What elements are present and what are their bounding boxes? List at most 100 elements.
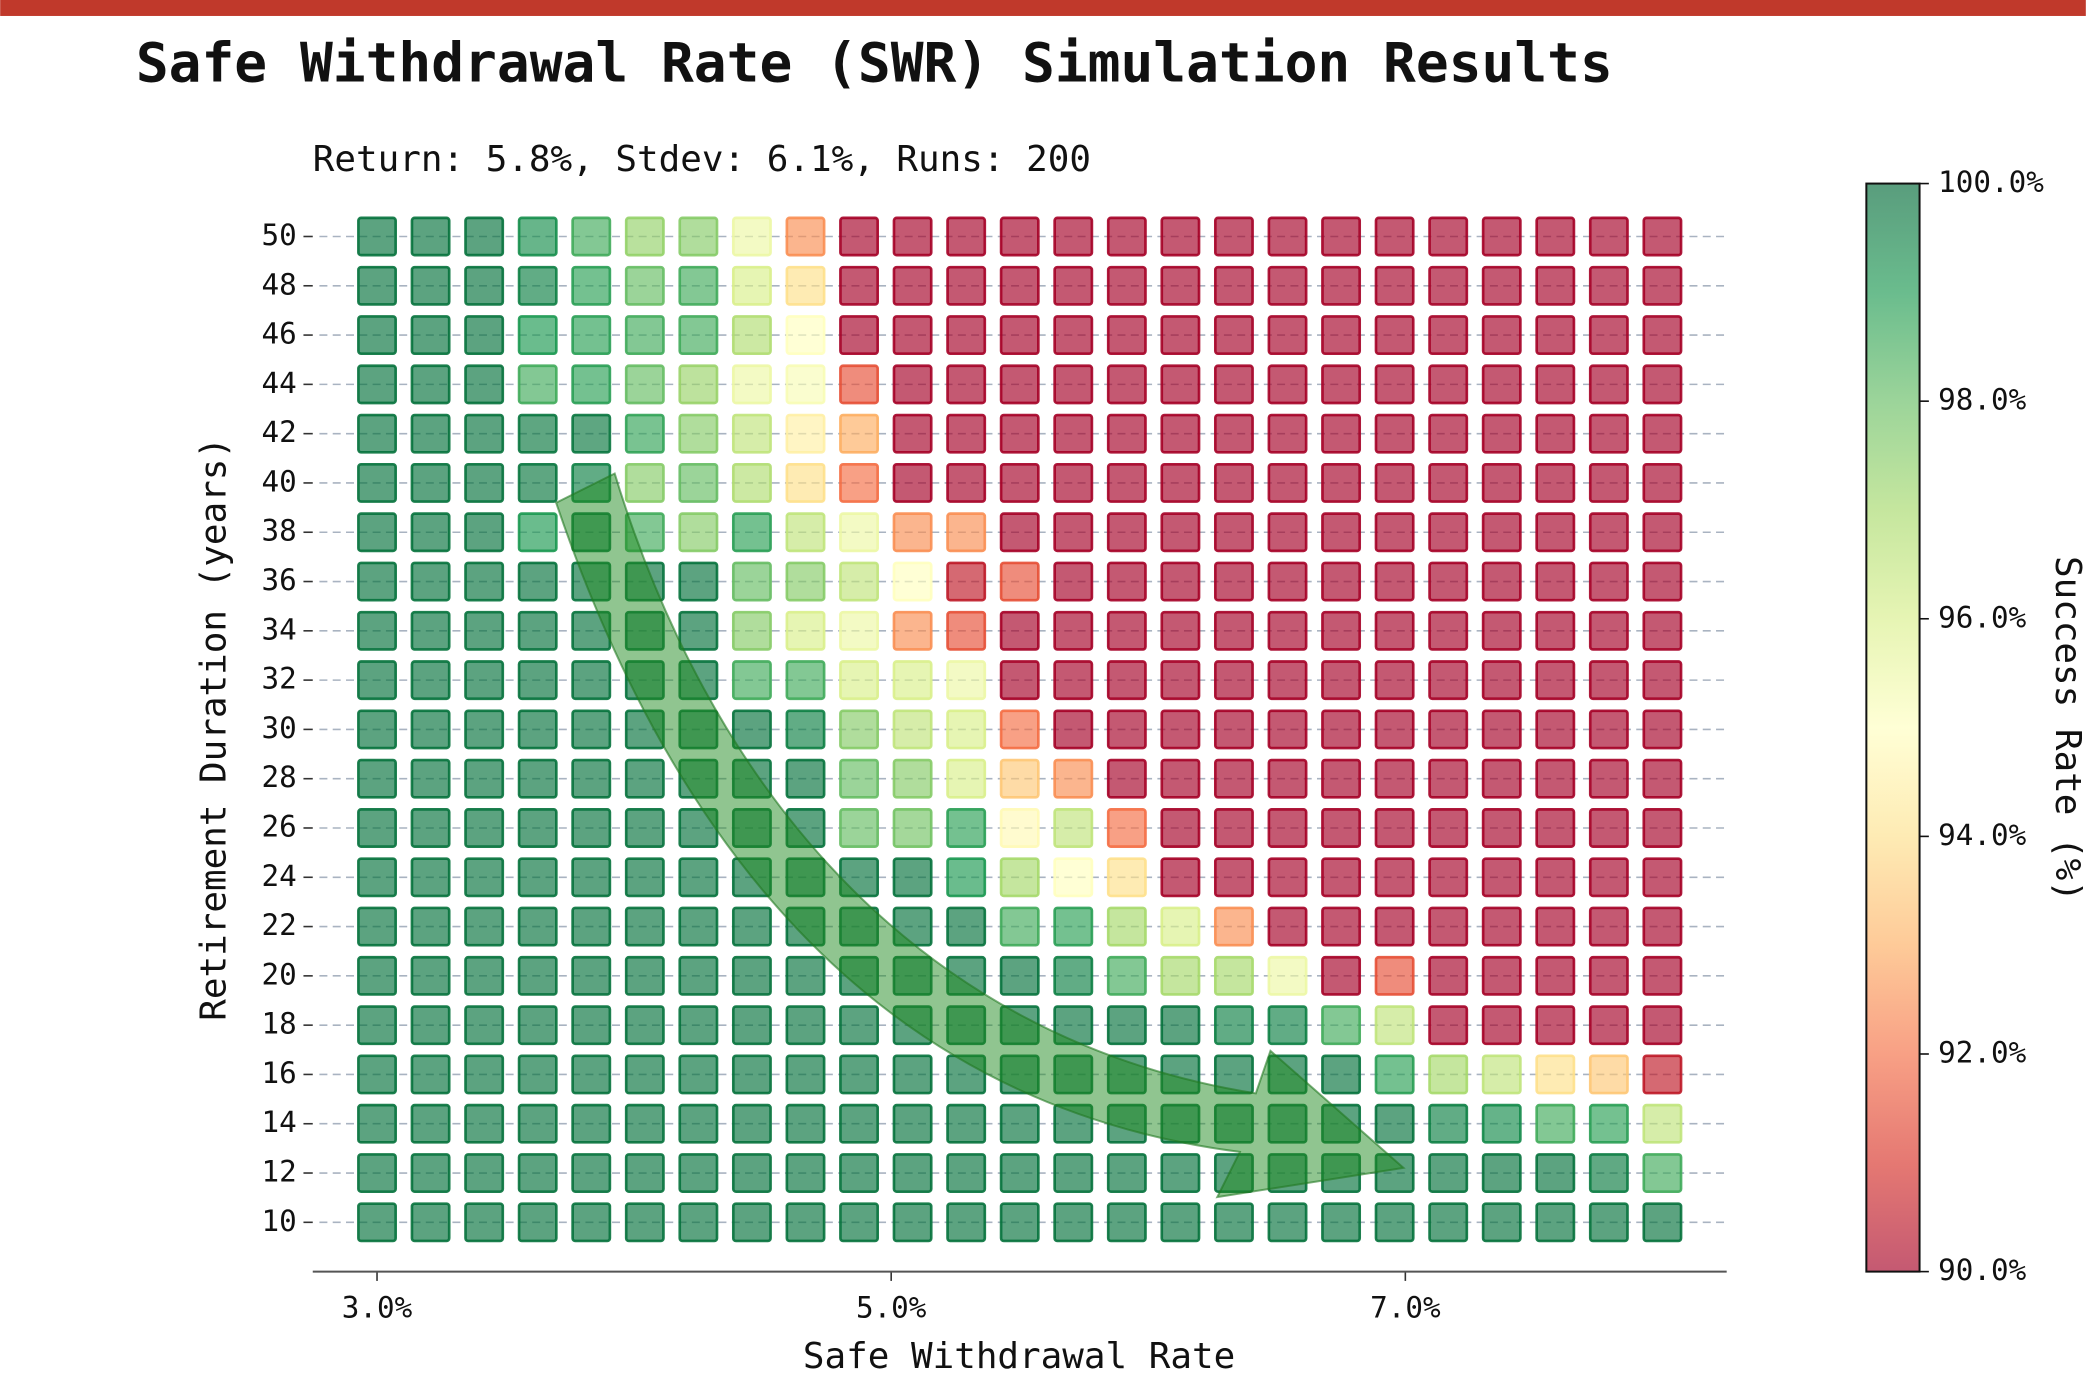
heatmap-cell [1213, 955, 1254, 996]
heatmap-cell [1160, 808, 1201, 848]
heatmap-cell [571, 955, 612, 996]
heatmap-cell [1160, 364, 1201, 405]
heatmap-cell [571, 1103, 612, 1144]
heatmap-cell [571, 1202, 612, 1243]
heatmap-cell [839, 709, 880, 750]
heatmap-cell [1160, 709, 1201, 750]
heatmap-cell [999, 758, 1040, 799]
heatmap-cell [1213, 462, 1254, 503]
heatmap-cell [1588, 660, 1629, 701]
heatmap-cell [839, 1005, 880, 1046]
heatmap-cell [678, 561, 719, 602]
heatmap-cell [571, 758, 612, 799]
heatmap-cell [785, 265, 826, 306]
heatmap-cell [1535, 610, 1576, 651]
heatmap-cell [410, 610, 451, 651]
heatmap-cell [1267, 413, 1308, 454]
heatmap-cell [410, 413, 451, 454]
heatmap-cell [839, 1153, 880, 1193]
heatmap-cell [1160, 610, 1201, 651]
heatmap-cell [1053, 758, 1094, 799]
heatmap-cell [517, 364, 558, 405]
y-tick-label: 10 [262, 1204, 297, 1238]
heatmap-cell [892, 561, 933, 602]
trend-arrow [554, 472, 1406, 1199]
heatmap-cell [1535, 413, 1576, 454]
heatmap-cell [999, 413, 1040, 454]
heatmap-cell [731, 413, 772, 454]
heatmap-cell [731, 1054, 772, 1095]
heatmap-cell [1481, 216, 1522, 257]
heatmap-cell [1053, 660, 1094, 701]
heatmap-cell [731, 364, 772, 405]
heatmap-cell [571, 660, 612, 701]
heatmap-cell [731, 1005, 772, 1046]
heatmap-cell [464, 857, 505, 898]
heatmap-cell [410, 660, 451, 701]
heatmap-cell [999, 315, 1040, 356]
heatmap-cell [624, 808, 665, 848]
heatmap-cell [517, 265, 558, 306]
heatmap-cell [1213, 906, 1254, 947]
heatmap-cell [1588, 512, 1629, 553]
heatmap-cell [1374, 1054, 1415, 1095]
heatmap-cell [1588, 857, 1629, 898]
heatmap-cell [624, 1005, 665, 1046]
heatmap-cell [624, 906, 665, 947]
y-tick-label: 36 [262, 563, 297, 597]
heatmap-cell [517, 709, 558, 750]
heatmap-cell [357, 1103, 397, 1144]
heatmap-cell [517, 462, 558, 503]
heatmap-cell [1160, 462, 1201, 503]
heatmap-cell [946, 660, 987, 701]
heatmap-cell [1642, 857, 1683, 898]
heatmap-cell [1374, 906, 1415, 947]
heatmap-cell [1321, 561, 1362, 602]
heatmap-cell [1160, 857, 1201, 898]
heatmap-cell [1321, 660, 1362, 701]
heatmap-cell [892, 1103, 933, 1144]
heatmap-cell [1213, 758, 1254, 799]
heatmap-cell [731, 512, 772, 553]
heatmap-cell [1213, 1202, 1254, 1243]
heatmap-cell [464, 808, 505, 848]
heatmap-cell [1053, 610, 1094, 651]
heatmap-cell [464, 955, 505, 996]
heatmap-cell [410, 758, 451, 799]
heatmap-cell [785, 660, 826, 701]
heatmap-cell [1428, 1005, 1469, 1046]
heatmap-cell [1213, 709, 1254, 750]
heatmap-cell [731, 265, 772, 306]
heatmap-cell [624, 462, 665, 503]
heatmap-cell [357, 1202, 397, 1243]
heatmap-cell [1428, 955, 1469, 996]
heatmap-cell [839, 364, 880, 405]
heatmap-cell [999, 709, 1040, 750]
heatmap-cell [999, 265, 1040, 306]
heatmap-cell [624, 364, 665, 405]
heatmap-cell [571, 808, 612, 848]
heatmap-cell [1481, 955, 1522, 996]
heatmap-cell [1535, 758, 1576, 799]
heatmap-cell [1428, 610, 1469, 651]
heatmap-cell [892, 709, 933, 750]
heatmap-cell [410, 1005, 451, 1046]
heatmap-cell [1160, 216, 1201, 257]
y-tick-label: 22 [262, 908, 297, 942]
heatmap-cell [678, 462, 719, 503]
heatmap-cell [517, 216, 558, 257]
heatmap-cell [1053, 216, 1094, 257]
heatmap-cell [1374, 413, 1415, 454]
heatmap-cell [410, 808, 451, 848]
heatmap-cell [678, 610, 719, 651]
heatmap-cell [892, 808, 933, 848]
heatmap-cell [1160, 561, 1201, 602]
heatmap-cell [1106, 758, 1147, 799]
heatmap-cell [1588, 955, 1629, 996]
heatmap-cell [1481, 709, 1522, 750]
heatmap-cell [839, 561, 880, 602]
heatmap-cell [1642, 758, 1683, 799]
heatmap-cell [1428, 1153, 1469, 1193]
heatmap-cell [1481, 660, 1522, 701]
heatmap-cell [1160, 315, 1201, 356]
